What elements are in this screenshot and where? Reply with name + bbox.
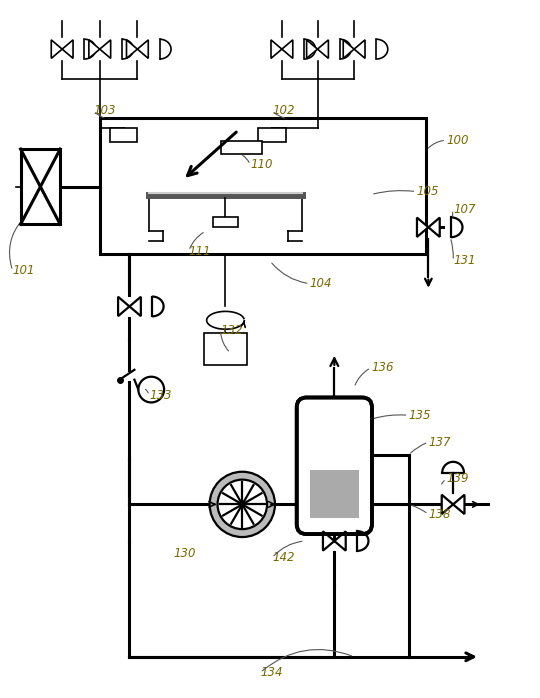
Text: 133: 133 — [149, 389, 172, 402]
Text: 104: 104 — [309, 277, 332, 290]
Polygon shape — [126, 40, 137, 59]
Polygon shape — [137, 40, 148, 59]
Polygon shape — [323, 531, 334, 551]
Bar — [110, 128, 137, 142]
Text: 131: 131 — [453, 254, 476, 267]
Text: 138: 138 — [428, 507, 451, 521]
Text: 102: 102 — [272, 104, 294, 117]
Bar — [258, 128, 286, 142]
Text: 130: 130 — [173, 547, 195, 560]
Bar — [204, 333, 247, 365]
Polygon shape — [89, 40, 100, 59]
Bar — [21, 149, 60, 224]
Polygon shape — [51, 40, 62, 59]
Bar — [309, 470, 359, 518]
Polygon shape — [343, 40, 354, 59]
Text: 135: 135 — [409, 409, 431, 422]
Bar — [100, 119, 427, 254]
Polygon shape — [318, 40, 328, 59]
Polygon shape — [442, 495, 453, 514]
Text: 103: 103 — [94, 104, 116, 117]
Polygon shape — [417, 218, 428, 237]
Text: 142: 142 — [272, 551, 294, 564]
Polygon shape — [130, 297, 141, 316]
Text: 101: 101 — [12, 265, 35, 277]
Polygon shape — [271, 40, 282, 59]
Polygon shape — [282, 40, 293, 59]
Polygon shape — [453, 495, 464, 514]
Polygon shape — [118, 297, 130, 316]
Text: 107: 107 — [453, 203, 476, 216]
Text: 137: 137 — [428, 436, 451, 449]
Circle shape — [218, 480, 267, 529]
Text: 136: 136 — [371, 362, 394, 374]
Text: 134: 134 — [260, 666, 282, 679]
Polygon shape — [334, 531, 346, 551]
Polygon shape — [354, 40, 365, 59]
Text: 139: 139 — [446, 472, 469, 485]
Bar — [213, 217, 238, 228]
Polygon shape — [428, 218, 440, 237]
Bar — [220, 141, 262, 154]
Text: 132: 132 — [220, 324, 243, 336]
Circle shape — [210, 472, 275, 537]
Text: 110: 110 — [250, 158, 273, 172]
Text: 100: 100 — [446, 134, 469, 147]
FancyBboxPatch shape — [296, 397, 372, 534]
Polygon shape — [62, 40, 73, 59]
Circle shape — [138, 377, 164, 403]
Text: 105: 105 — [416, 185, 439, 198]
Polygon shape — [100, 40, 111, 59]
Text: 111: 111 — [189, 244, 211, 258]
Polygon shape — [307, 40, 318, 59]
